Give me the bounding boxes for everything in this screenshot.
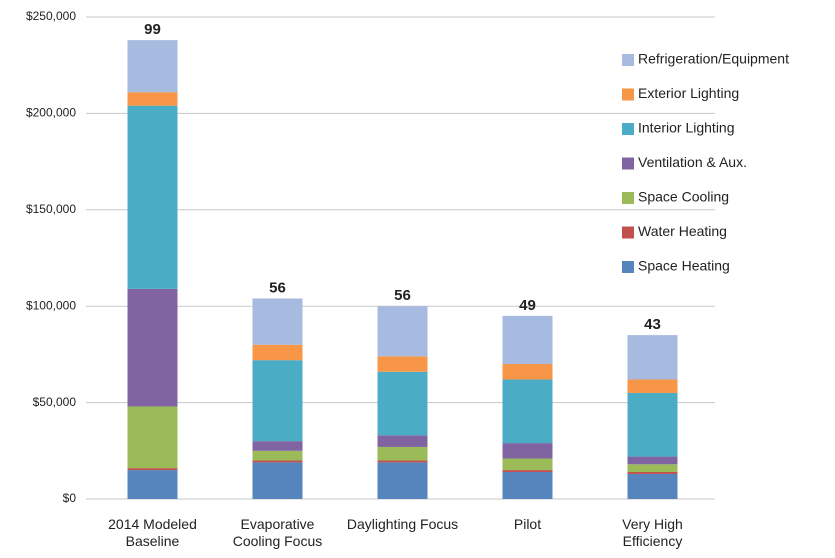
bar-segment bbox=[377, 306, 428, 357]
bar-segment bbox=[377, 371, 428, 436]
legend-label: Exterior Lighting bbox=[638, 85, 739, 101]
bar-segment bbox=[127, 406, 178, 469]
x-tick-label-box: Daylighting Focus bbox=[346, 516, 459, 532]
bar-segment bbox=[627, 379, 678, 393]
bar-segment bbox=[502, 443, 553, 459]
bar-annotation: 56 bbox=[394, 287, 411, 304]
bar-segment bbox=[502, 379, 553, 444]
x-tick-label-box: Evaporative Cooling Focus bbox=[232, 516, 323, 549]
bar-segment bbox=[127, 105, 178, 289]
bar-segment bbox=[502, 315, 553, 365]
bar-segment bbox=[252, 450, 303, 461]
x-tick-label: Evaporative Cooling Focus bbox=[232, 516, 323, 549]
bar-segment bbox=[377, 460, 428, 463]
y-tick-label: $250,000 bbox=[26, 9, 76, 23]
bar-segment bbox=[627, 456, 678, 465]
legend-swatch bbox=[622, 157, 634, 170]
legend-label: Interior Lighting bbox=[638, 120, 735, 136]
bar-annotation: 56 bbox=[269, 279, 286, 296]
legend-label: Ventilation & Aux. bbox=[638, 154, 747, 170]
bar-segment bbox=[502, 472, 553, 499]
bar-segment bbox=[627, 464, 678, 473]
legend-swatch bbox=[622, 123, 634, 135]
bar-segment bbox=[252, 462, 303, 499]
bar-segment bbox=[627, 473, 678, 499]
bar-segment bbox=[127, 468, 178, 471]
bar-segment bbox=[127, 470, 178, 499]
y-tick-label: $200,000 bbox=[26, 106, 76, 120]
bar-segment bbox=[252, 360, 303, 442]
x-tick-label: Very High Efficiency bbox=[622, 516, 683, 549]
bar-segment bbox=[252, 441, 303, 451]
legend-swatch bbox=[622, 54, 634, 66]
bar-segment bbox=[627, 335, 678, 380]
bar-annotation: 43 bbox=[644, 316, 661, 333]
x-tick-label-box: 2014 Modeled Baseline bbox=[108, 516, 197, 549]
bar-segment bbox=[252, 344, 303, 361]
bar-segment bbox=[127, 92, 178, 106]
legend-label: Water Heating bbox=[638, 223, 727, 239]
y-tick-label: $150,000 bbox=[26, 202, 76, 216]
bar-segment bbox=[502, 364, 553, 380]
x-tick-label-box: Pilot bbox=[513, 516, 542, 532]
legend-swatch bbox=[622, 261, 634, 273]
legend-swatch bbox=[622, 192, 634, 204]
legend-label: Space Cooling bbox=[638, 189, 729, 205]
bar-annotation: 99 bbox=[144, 21, 161, 38]
x-tick-label: Daylighting Focus bbox=[346, 516, 459, 532]
bar-segment bbox=[377, 446, 428, 461]
y-tick-label: $0 bbox=[63, 491, 77, 505]
bar-segment bbox=[627, 392, 678, 457]
bar-segment bbox=[377, 435, 428, 447]
legend-label: Space Heating bbox=[638, 258, 730, 274]
x-tick-label-box: Very High Efficiency bbox=[622, 516, 683, 549]
bar-segment bbox=[252, 460, 303, 463]
y-tick-label: $50,000 bbox=[33, 395, 77, 409]
bar-segment bbox=[502, 470, 553, 473]
x-tick-label: Pilot bbox=[513, 516, 542, 532]
bar-segment bbox=[627, 472, 678, 474]
bar-segment bbox=[127, 288, 178, 407]
bar-segment bbox=[252, 298, 303, 345]
x-tick-label: 2014 Modeled Baseline bbox=[108, 516, 197, 549]
bar-segment bbox=[502, 458, 553, 471]
bar-segment bbox=[377, 356, 428, 372]
y-tick-label: $100,000 bbox=[26, 298, 76, 312]
legend-swatch bbox=[622, 88, 634, 101]
legend-swatch bbox=[622, 226, 634, 239]
legend-label: Refrigeration/Equipment bbox=[638, 51, 789, 67]
bar-segment bbox=[377, 462, 428, 499]
bar-segment bbox=[127, 40, 178, 93]
bar-annotation: 49 bbox=[519, 297, 536, 314]
